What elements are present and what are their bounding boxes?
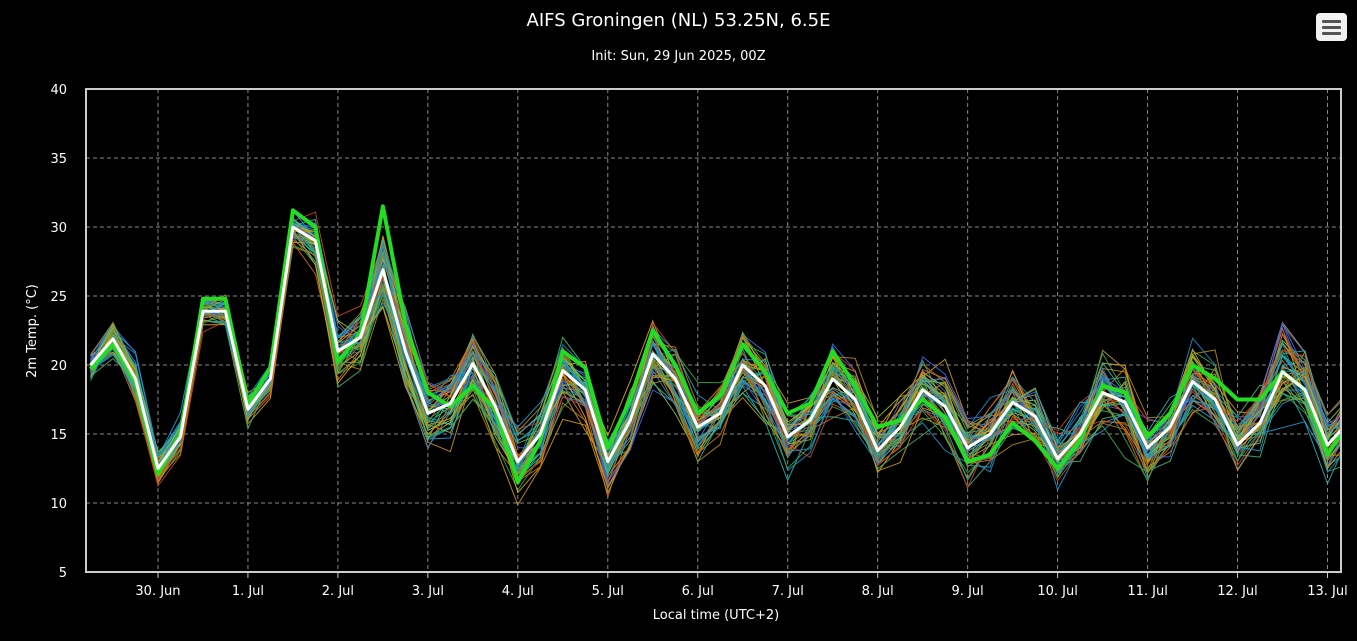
- ensemble-member-line: [90, 231, 1341, 489]
- x-tick-label: 6. Jul: [682, 584, 714, 599]
- x-axis-title: Local time (UTC+2): [653, 608, 779, 623]
- ensemble-member-line: [90, 225, 1341, 472]
- hamburger-menu-icon[interactable]: [1316, 13, 1347, 41]
- y-tick-label: 20: [50, 359, 67, 374]
- x-tick-label: 2. Jul: [322, 584, 354, 599]
- ensemble-member-line: [90, 221, 1341, 485]
- main-series: [89, 204, 1341, 485]
- ensemble-members: [90, 208, 1341, 506]
- ensemble-member-line: [90, 228, 1341, 471]
- ensemble-member-line: [90, 218, 1341, 466]
- ensemble-member-line: [90, 230, 1341, 480]
- ensemble-mean-line: [89, 225, 1341, 470]
- x-tick-label: 3. Jul: [412, 584, 444, 599]
- x-tick-label: 13. Jul: [1307, 584, 1348, 599]
- plot-frame: [85, 88, 1342, 573]
- x-tick-label: 4. Jul: [502, 584, 534, 599]
- ensemble-member-line: [90, 210, 1341, 477]
- y-axis-ticks: 5 10 15 20 25 30 35 40: [50, 83, 67, 581]
- chart-title: AIFS Groningen (NL) 53.25N, 6.5E: [526, 10, 831, 31]
- ensemble-member-line: [90, 235, 1341, 492]
- x-tick-label: 7. Jul: [772, 584, 804, 599]
- ensemble-member-line: [90, 228, 1341, 477]
- x-tick-label: 1. Jul: [232, 584, 264, 599]
- ensemble-member-line: [90, 217, 1341, 491]
- x-tick-label: 9. Jul: [952, 584, 984, 599]
- y-tick-label: 30: [50, 221, 67, 236]
- ensemble-member-line: [90, 234, 1341, 489]
- chart-subtitle: Init: Sun, 29 Jun 2025, 00Z: [591, 49, 766, 64]
- y-tick-label: 35: [50, 152, 67, 167]
- ensemble-member-line: [90, 225, 1341, 490]
- ensemble-member-line: [90, 220, 1341, 476]
- ensemble-member-line: [90, 234, 1341, 482]
- ensemble-member-line: [90, 241, 1341, 483]
- x-tick-label: 10. Jul: [1037, 584, 1078, 599]
- x-tick-label: 5. Jul: [592, 584, 624, 599]
- ensemble-member-line: [90, 233, 1341, 482]
- ensemble-member-line: [90, 223, 1341, 485]
- ensemble-member-line: [90, 232, 1341, 484]
- x-tick-label: 12. Jul: [1217, 584, 1258, 599]
- ensemble-member-line: [90, 241, 1341, 506]
- control-run-line: [89, 204, 1341, 485]
- ensemble-member-line: [90, 222, 1341, 494]
- y-tick-label: 5: [59, 566, 67, 581]
- x-tick-label: 11. Jul: [1127, 584, 1168, 599]
- y-tick-label: 40: [50, 83, 67, 98]
- ensemble-member-line: [90, 218, 1341, 482]
- grid: [86, 89, 1341, 572]
- x-tick-label: 8. Jul: [862, 584, 894, 599]
- x-axis-ticks: 30. Jun 1. Jul 2. Jul 3. Jul 4. Jul 5. Jul 6. …: [135, 572, 1348, 599]
- ensemble-member-line: [90, 232, 1341, 472]
- y-axis-title: 2m Temp. (°C): [25, 284, 40, 378]
- y-tick-label: 25: [50, 290, 67, 305]
- y-tick-label: 10: [50, 497, 67, 512]
- x-tick-label: 30. Jun: [135, 584, 180, 599]
- y-tick-label: 15: [50, 428, 67, 443]
